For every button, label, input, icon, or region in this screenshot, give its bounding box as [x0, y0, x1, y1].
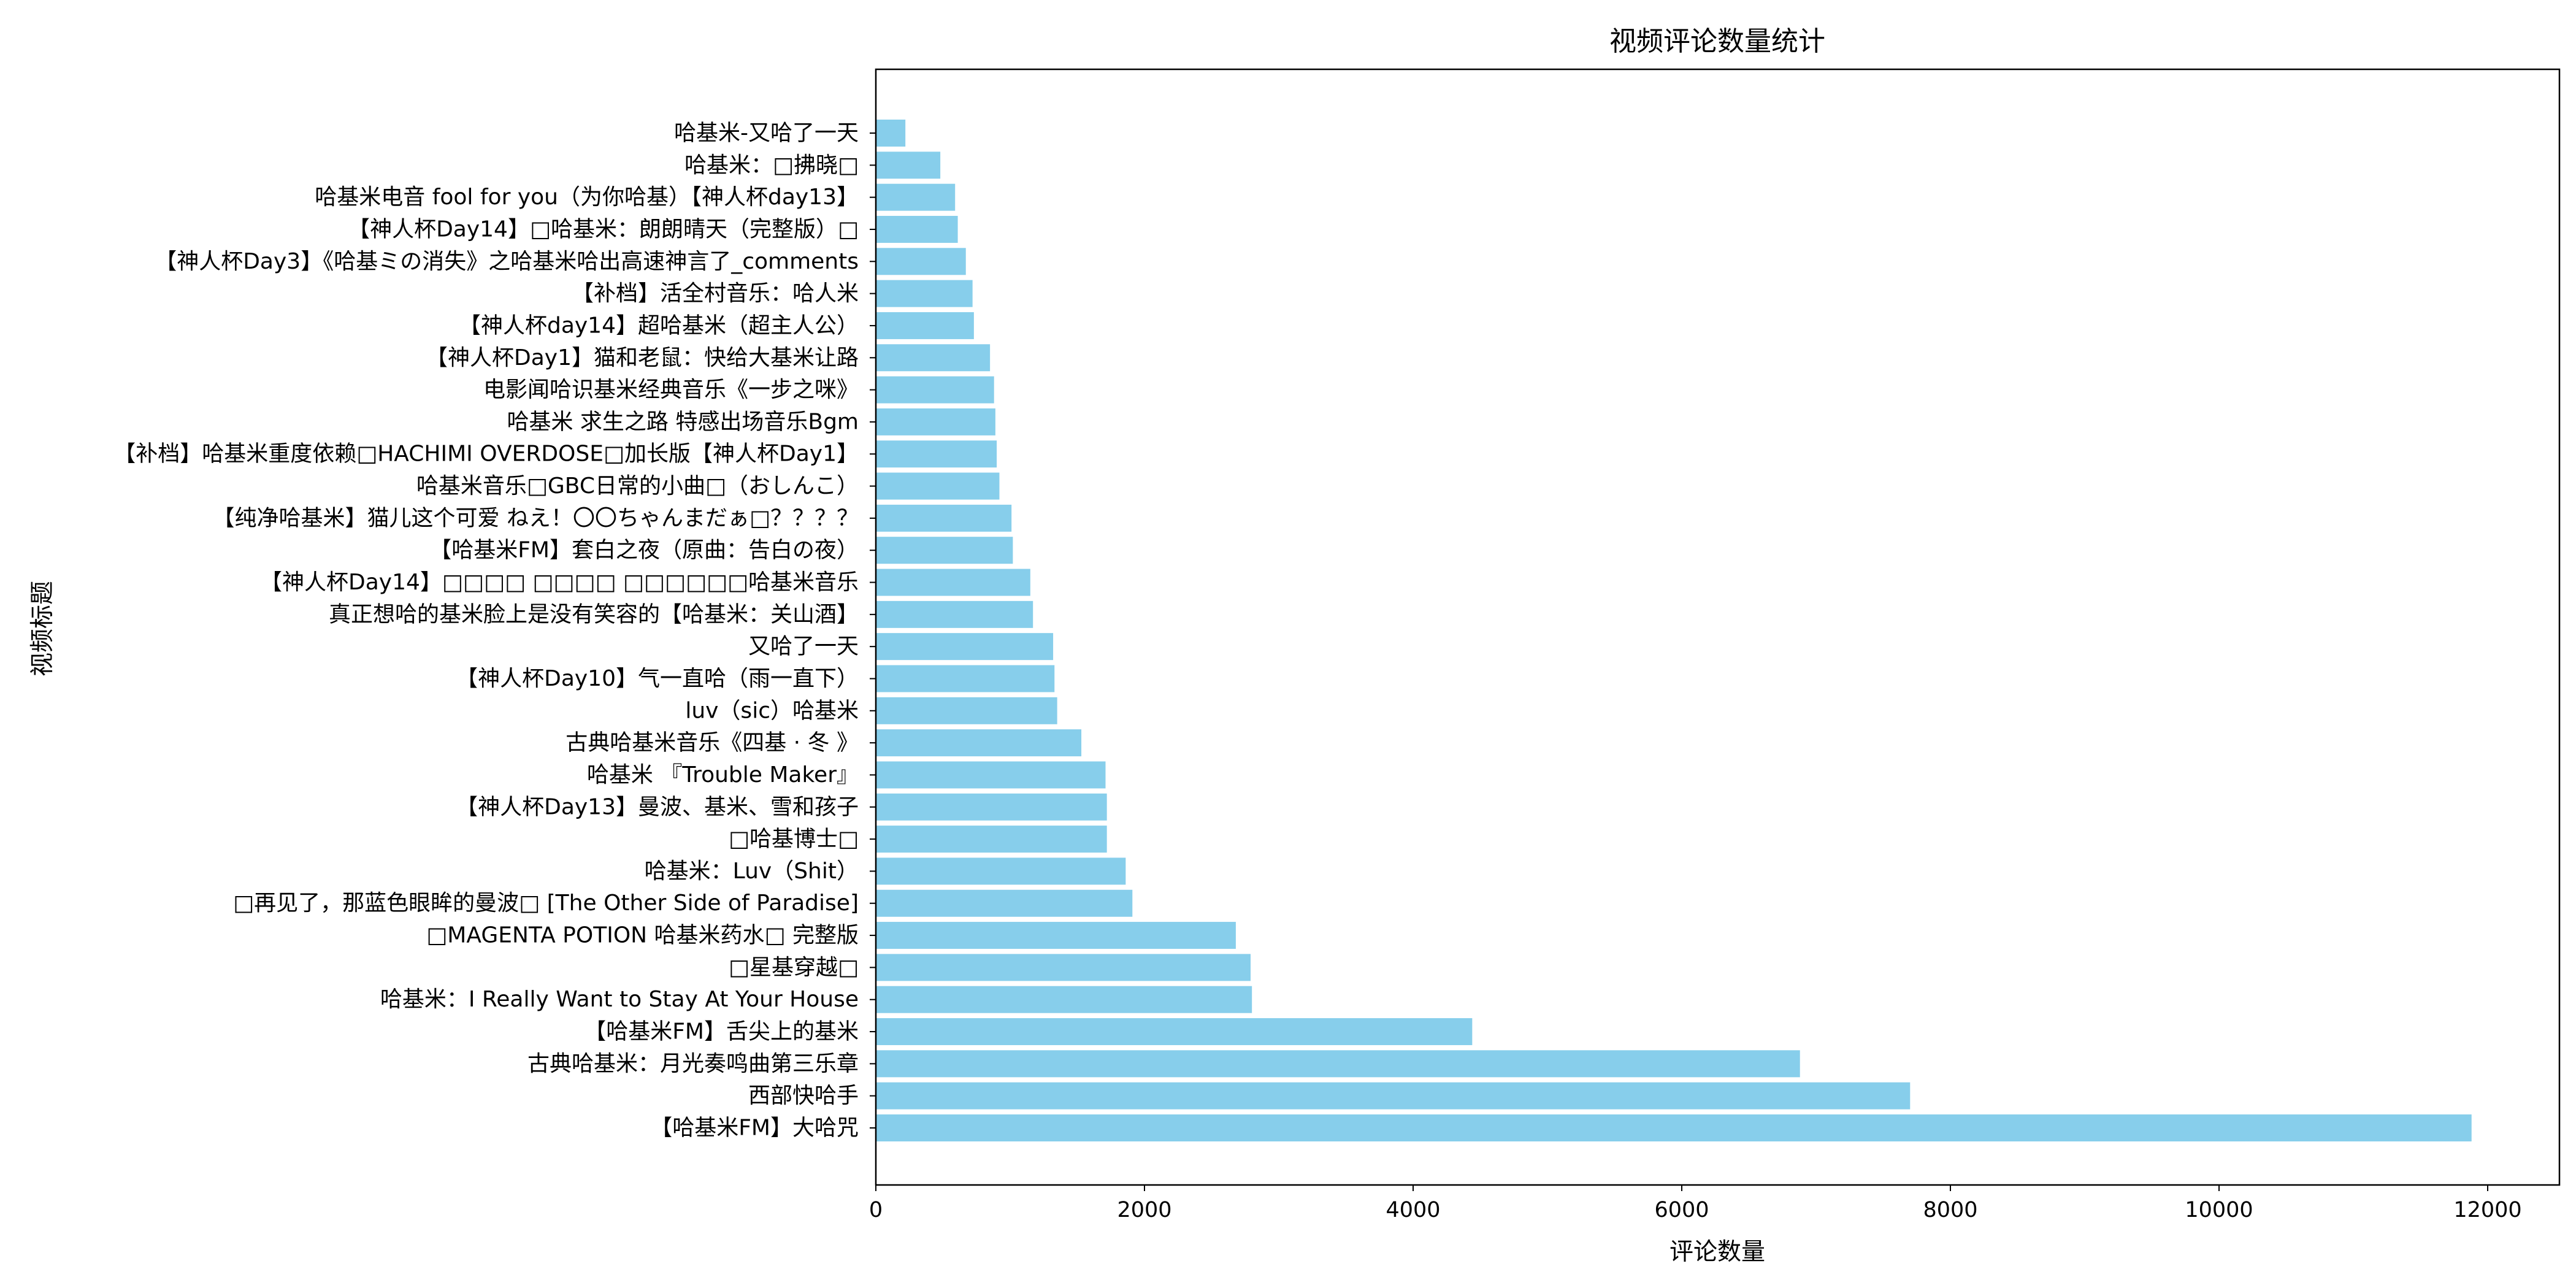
- x-tick-label: 0: [869, 1198, 883, 1222]
- category-label: 电影闻哈识基米经典音乐《一步之咪》: [483, 377, 859, 402]
- category-label: luv（sic）哈基米: [685, 698, 859, 723]
- bar: [876, 120, 906, 147]
- category-label: 【神人杯Day14】□哈基米：朗朗晴天（完整版）□: [348, 217, 859, 242]
- bar: [876, 954, 1251, 981]
- bar: [876, 344, 991, 372]
- x-ticks-group: 0 2000 4000 6000 8000 10000 12000: [869, 1185, 2522, 1222]
- category-label: 【哈基米FM】舌尖上的基米: [584, 1019, 859, 1045]
- category-label: 【神人杯day14】超哈基米（超主人公）: [459, 313, 859, 338]
- x-tick-label: 6000: [1654, 1198, 1709, 1222]
- x-tick-label: 4000: [1386, 1198, 1440, 1222]
- bar: [876, 537, 1013, 564]
- bar: [876, 761, 1106, 789]
- plot-area: [876, 69, 2559, 1185]
- category-label: 【神人杯Day3】《哈基ミの消失》之哈基米哈出高速神言了_comments: [155, 249, 859, 274]
- category-label: □星基穿越□: [729, 955, 859, 980]
- category-label: 【哈基米FM】套白之夜（原曲：告白の夜）: [429, 538, 859, 563]
- category-label: 【神人杯Day14】□□□□ □□□□ □□□□□□哈基米音乐: [260, 570, 859, 595]
- bar: [876, 376, 994, 404]
- bar: [876, 986, 1252, 1013]
- category-label: 【神人杯Day1】猫和老鼠：快给大基米让路: [426, 345, 859, 370]
- bar: [876, 1050, 1800, 1078]
- bar: [876, 826, 1107, 853]
- bar: [876, 665, 1055, 692]
- bar: [876, 889, 1133, 917]
- category-label: 【补档】哈基米重度依赖□HACHIMI OVERDOSE□加长版【神人杯Day1…: [113, 442, 859, 467]
- y-axis-title: 视频标题: [29, 581, 56, 677]
- bar: [876, 793, 1107, 821]
- x-tick-label: 12000: [2453, 1198, 2521, 1222]
- bar: [876, 857, 1126, 885]
- bar: [876, 633, 1054, 661]
- category-label: 哈基米 『Trouble Maker』: [587, 762, 859, 788]
- category-label: 哈基米：□拂晓□: [684, 153, 859, 178]
- category-label: 古典哈基米音乐《四基 · 冬 》: [565, 730, 859, 756]
- category-label: 又哈了一天: [748, 634, 859, 659]
- category-label: 哈基米 求生之路 特感出场音乐Bgm: [507, 409, 859, 434]
- x-axis-title: 评论数量: [1669, 1238, 1765, 1266]
- bar: [876, 472, 1000, 500]
- plot-frame: [875, 68, 2561, 1186]
- category-label: 古典哈基米：月光奏鸣曲第三乐章: [527, 1051, 859, 1076]
- category-label: 【哈基米FM】大哈咒: [650, 1116, 859, 1141]
- bar: [876, 729, 1082, 757]
- bar: [876, 697, 1057, 724]
- bar: [876, 1018, 1473, 1046]
- bar: [876, 183, 956, 211]
- bar: [876, 922, 1236, 949]
- bar: [876, 312, 974, 339]
- bar: [876, 151, 941, 179]
- category-label: 【神人杯Day13】曼波、基米、雪和孩子: [456, 794, 859, 819]
- bar: [876, 248, 966, 275]
- bar: [876, 440, 997, 468]
- category-label: 哈基米电音 fool for you（为你哈基）【神人杯day13】: [315, 185, 859, 210]
- bar: [876, 1114, 2472, 1141]
- category-label: □再见了，那蓝色眼眸的曼波□ [The Other Side of Paradi…: [233, 891, 859, 916]
- category-label: □哈基博士□: [729, 827, 859, 852]
- category-label: 哈基米-又哈了一天: [674, 121, 859, 146]
- bar: [876, 504, 1012, 532]
- bar: [876, 280, 973, 307]
- bar: [876, 408, 995, 435]
- category-label: 【神人杯Day10】气一直哈（雨一直下）: [456, 666, 859, 691]
- bar: [876, 1082, 1911, 1110]
- category-label: 【纯净哈基米】猫儿这个可爱 ねえ！〇〇ちゃんまだぁ□？？？？: [213, 505, 859, 531]
- category-label: 【补档】活全村音乐：哈人米: [572, 281, 859, 306]
- chart-title: 视频评论数量统计: [1609, 26, 1825, 57]
- bar: [876, 600, 1033, 628]
- category-label: 哈基米：Luv（Shit）: [645, 859, 859, 884]
- x-tick-label: 2000: [1117, 1198, 1171, 1222]
- bars-group: [876, 120, 2472, 1141]
- category-label: 哈基米音乐□GBC日常的小曲□（おしんこ）: [416, 473, 859, 499]
- category-labels-group: 【哈基米FM】大哈咒 西部快哈手 古典哈基米：月光奏鸣曲第三乐章 【哈基米FM】舌尖上…: [113, 121, 876, 1141]
- category-label: 哈基米：I Really Want to Stay At Your House: [380, 987, 859, 1012]
- x-tick-label: 8000: [1923, 1198, 1977, 1222]
- category-label: 西部快哈手: [748, 1083, 859, 1108]
- bar: [876, 215, 958, 243]
- category-label: 真正想哈的基米脸上是没有笑容的【哈基米：关山酒】: [329, 602, 859, 627]
- x-tick-label: 10000: [2185, 1198, 2253, 1222]
- bar: [876, 569, 1030, 596]
- category-label: □MAGENTA POTION 哈基米药水□ 完整版: [426, 923, 859, 948]
